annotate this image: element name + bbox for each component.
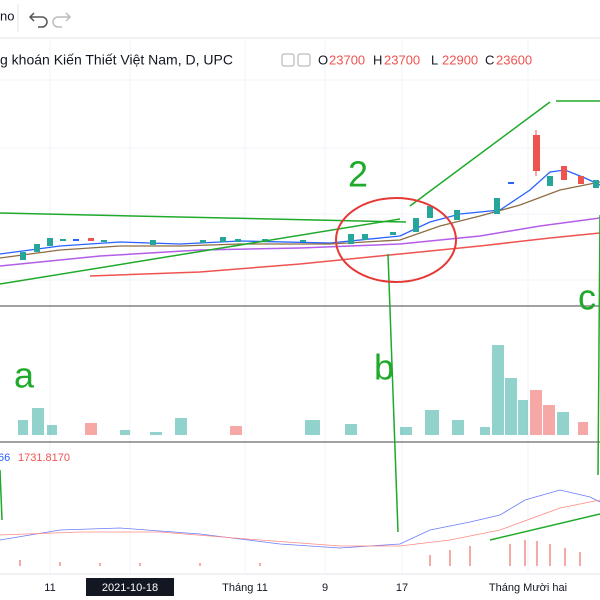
undo-button[interactable]	[28, 12, 48, 28]
candles	[20, 130, 599, 260]
ohlc-label: L	[431, 52, 438, 67]
ma-red	[89, 232, 600, 277]
toolbar-text[interactable]: no	[0, 8, 14, 23]
time-label: 17	[396, 582, 408, 594]
symbol-name: g khoán Kiến Thiết Việt Nam, D, UPC	[0, 52, 233, 68]
time-label: 2021-10-18	[102, 582, 158, 594]
time-label: Tháng Mười hai	[489, 582, 567, 594]
ohlc-label: H	[373, 52, 382, 67]
ohlc-value: 23700	[329, 52, 365, 67]
crosshair-date-box	[86, 578, 174, 596]
annotation: c	[578, 277, 596, 318]
time-label: 9	[322, 582, 328, 594]
time-label: Tháng 11	[222, 582, 268, 594]
indicator-histogram	[19, 540, 581, 566]
time-label: 11	[44, 582, 55, 594]
drawings	[0, 100, 600, 541]
annotation: 2	[348, 154, 368, 195]
indicator-line	[0, 489, 600, 549]
annotation: a	[14, 355, 35, 396]
ma-blue	[0, 169, 600, 255]
ma-purple	[0, 217, 600, 267]
indicator-value: 1731.8170	[18, 452, 70, 464]
highlight-ellipse	[335, 197, 457, 283]
indicator-signal	[0, 499, 600, 547]
legend-icon	[297, 53, 311, 67]
ohlc-label: O	[318, 52, 328, 67]
ma-brown	[0, 181, 600, 259]
ohlc-value: 22900	[442, 52, 478, 67]
indicator-value: 66	[0, 452, 10, 464]
volume-bars	[18, 345, 588, 435]
time-axis: 11 2021-10-18 Tháng 11 9 17 Tháng Mười hai	[44, 578, 567, 596]
ohlc-label: C	[485, 52, 494, 67]
annotation: b	[374, 347, 394, 388]
legend-icon	[281, 53, 295, 67]
ohlc-value: 23600	[496, 52, 532, 67]
redo-button[interactable]	[52, 12, 72, 28]
legend: g khoán Kiến Thiết Việt Nam, D, UPC O 2370…	[0, 52, 532, 68]
ohlc-value: 23700	[384, 52, 420, 67]
